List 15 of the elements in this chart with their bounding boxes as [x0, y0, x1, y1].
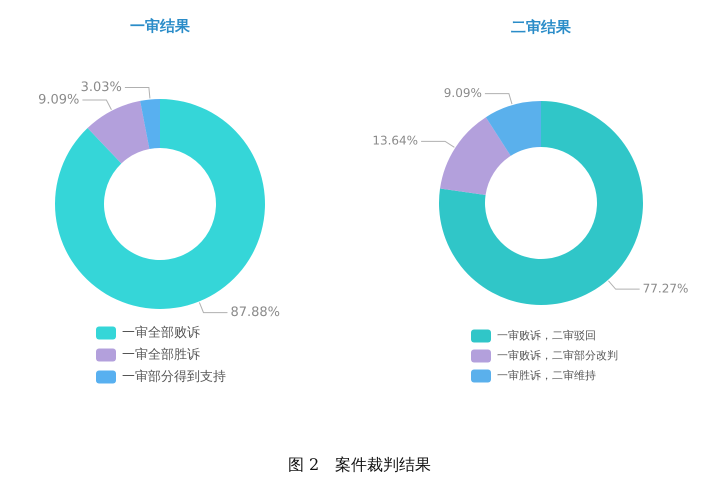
data-label: 87.88% — [230, 305, 280, 320]
legend-label: 一审全部败诉 — [122, 324, 200, 341]
legend-label: 一审败诉，二审驳回 — [497, 329, 596, 342]
data-label: 3.03% — [80, 80, 122, 96]
data-label: 9.09% — [38, 92, 80, 108]
chart-title: 二审结果 — [511, 18, 572, 36]
data-label: 13.64% — [372, 134, 418, 148]
chart-title: 一审结果 — [130, 17, 191, 36]
legend-label: 一审胜诉，二审维持 — [497, 369, 596, 382]
data-label: 9.09% — [444, 86, 482, 100]
legend-label: 一审部分得到支持 — [122, 368, 226, 385]
legend-label: 一审败诉，二审部分改判 — [497, 349, 618, 362]
caption: 图 2 案件裁判结果 — [288, 455, 432, 474]
data-label: 77.27% — [642, 281, 688, 296]
legend-label: 一审全部胜诉 — [122, 346, 200, 363]
